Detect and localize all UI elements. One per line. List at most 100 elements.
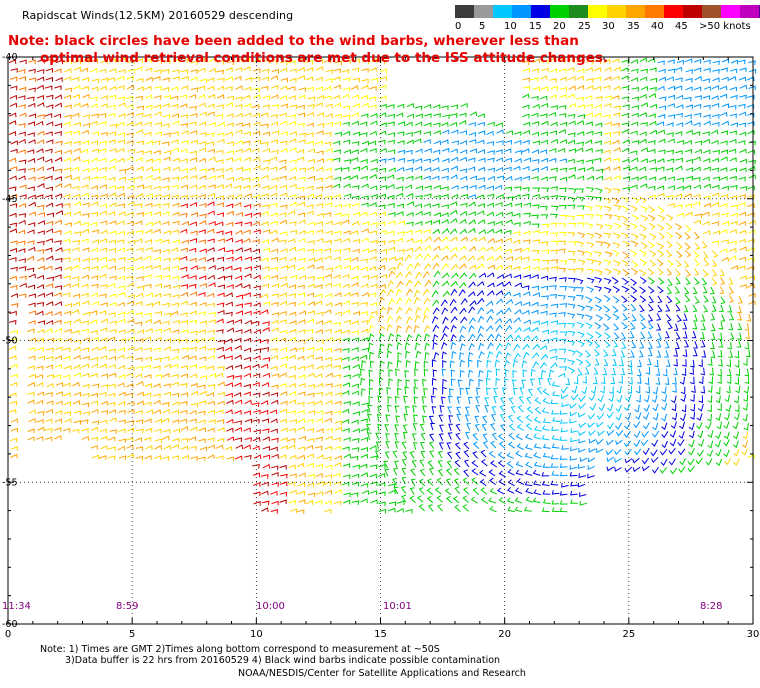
- wind-barb: [746, 314, 752, 322]
- wind-barb: [742, 413, 748, 422]
- wind-barb: [297, 482, 306, 488]
- wind-barb: [315, 257, 323, 263]
- wind-barb: [18, 175, 26, 181]
- wind-barb: [306, 86, 314, 92]
- wind-barb: [395, 415, 400, 424]
- wind-barb: [606, 430, 615, 436]
- color-swatch: [569, 5, 588, 18]
- wind-barb: [377, 423, 382, 432]
- wind-barb: [225, 237, 234, 243]
- wind-barb: [450, 288, 458, 296]
- wind-barb: [712, 69, 720, 74]
- wind-barb: [438, 442, 444, 450]
- wind-barb: [316, 130, 324, 136]
- wind-barb: [315, 248, 323, 254]
- wind-barb: [378, 482, 386, 487]
- wind-barb: [270, 446, 278, 452]
- wind-barb: [117, 364, 126, 370]
- wind-barb: [648, 140, 656, 145]
- wind-barb: [198, 365, 207, 371]
- wind-barb: [468, 369, 474, 378]
- wind-barb: [91, 454, 100, 460]
- wind-barb: [55, 77, 63, 82]
- wind-barb: [459, 307, 467, 315]
- wind-barb: [154, 418, 163, 424]
- wind-barb: [343, 319, 351, 325]
- wind-barb: [207, 336, 215, 342]
- wind-barb: [163, 445, 172, 450]
- wind-barb: [507, 468, 515, 476]
- wind-barb: [225, 67, 233, 72]
- wind-barb: [109, 329, 117, 334]
- wind-barb: [81, 184, 89, 190]
- wind-barb: [525, 496, 534, 503]
- wind-barb: [549, 148, 557, 153]
- wind-barb: [594, 140, 602, 146]
- wind-barb: [664, 377, 670, 386]
- wind-barb: [667, 138, 675, 144]
- wind-barb: [747, 76, 755, 82]
- wind-barb: [316, 339, 324, 344]
- wind-barb: [468, 317, 476, 325]
- wind-barb: [693, 219, 701, 225]
- wind-barb: [206, 228, 215, 234]
- wind-barb: [117, 354, 125, 360]
- wind-barb: [575, 287, 584, 292]
- wind-barb: [235, 238, 243, 244]
- wind-barb: [442, 290, 450, 297]
- wind-barb: [647, 57, 656, 63]
- wind-barb: [631, 197, 640, 204]
- wind-barb: [593, 86, 602, 91]
- wind-barb: [482, 433, 488, 442]
- wind-barb: [450, 324, 457, 333]
- wind-barb: [64, 183, 72, 189]
- wind-barb: [334, 221, 342, 227]
- wind-barb: [260, 409, 269, 415]
- wind-barb: [463, 441, 470, 450]
- wind-barb: [521, 360, 528, 368]
- wind-barb: [748, 229, 756, 235]
- wind-barb: [252, 463, 260, 469]
- wind-barb: [648, 194, 657, 200]
- wind-barb: [603, 149, 611, 155]
- wind-barb: [171, 176, 180, 182]
- wind-barb: [620, 232, 629, 239]
- wind-barb: [468, 245, 477, 252]
- wind-barb: [684, 232, 691, 240]
- wind-barb: [393, 486, 399, 495]
- wind-barb: [603, 85, 611, 90]
- wind-barb: [396, 334, 402, 342]
- wind-barb: [288, 120, 296, 126]
- wind-barb: [705, 458, 713, 466]
- wind-barb: [217, 275, 226, 281]
- wind-barb: [136, 193, 144, 198]
- wind-barb: [82, 257, 90, 263]
- wind-barb: [404, 254, 412, 262]
- wind-barb: [118, 102, 126, 108]
- wind-barb: [549, 312, 557, 318]
- wind-barb: [475, 396, 480, 404]
- wind-barb: [342, 446, 350, 452]
- wind-barb: [476, 194, 485, 200]
- wind-barb: [559, 277, 567, 282]
- wind-barb: [367, 404, 373, 413]
- wind-barb: [711, 157, 720, 163]
- wind-barb: [570, 437, 578, 443]
- wind-barb: [631, 96, 640, 102]
- wind-barb: [504, 360, 511, 368]
- wind-barb: [361, 84, 369, 90]
- wind-barb: [453, 478, 460, 487]
- lon-label: 25: [622, 629, 635, 640]
- wind-barb: [396, 166, 405, 172]
- wind-barb: [279, 192, 288, 198]
- wind-barb: [190, 69, 198, 74]
- wind-barb: [477, 325, 485, 334]
- wind-barb: [603, 58, 611, 64]
- wind-barb: [127, 257, 135, 263]
- wind-barb: [606, 456, 614, 463]
- wind-barb: [648, 341, 653, 349]
- wind-barb: [657, 332, 662, 340]
- wind-barb: [748, 159, 756, 165]
- wind-barb: [558, 372, 566, 378]
- wind-barb: [224, 446, 233, 451]
